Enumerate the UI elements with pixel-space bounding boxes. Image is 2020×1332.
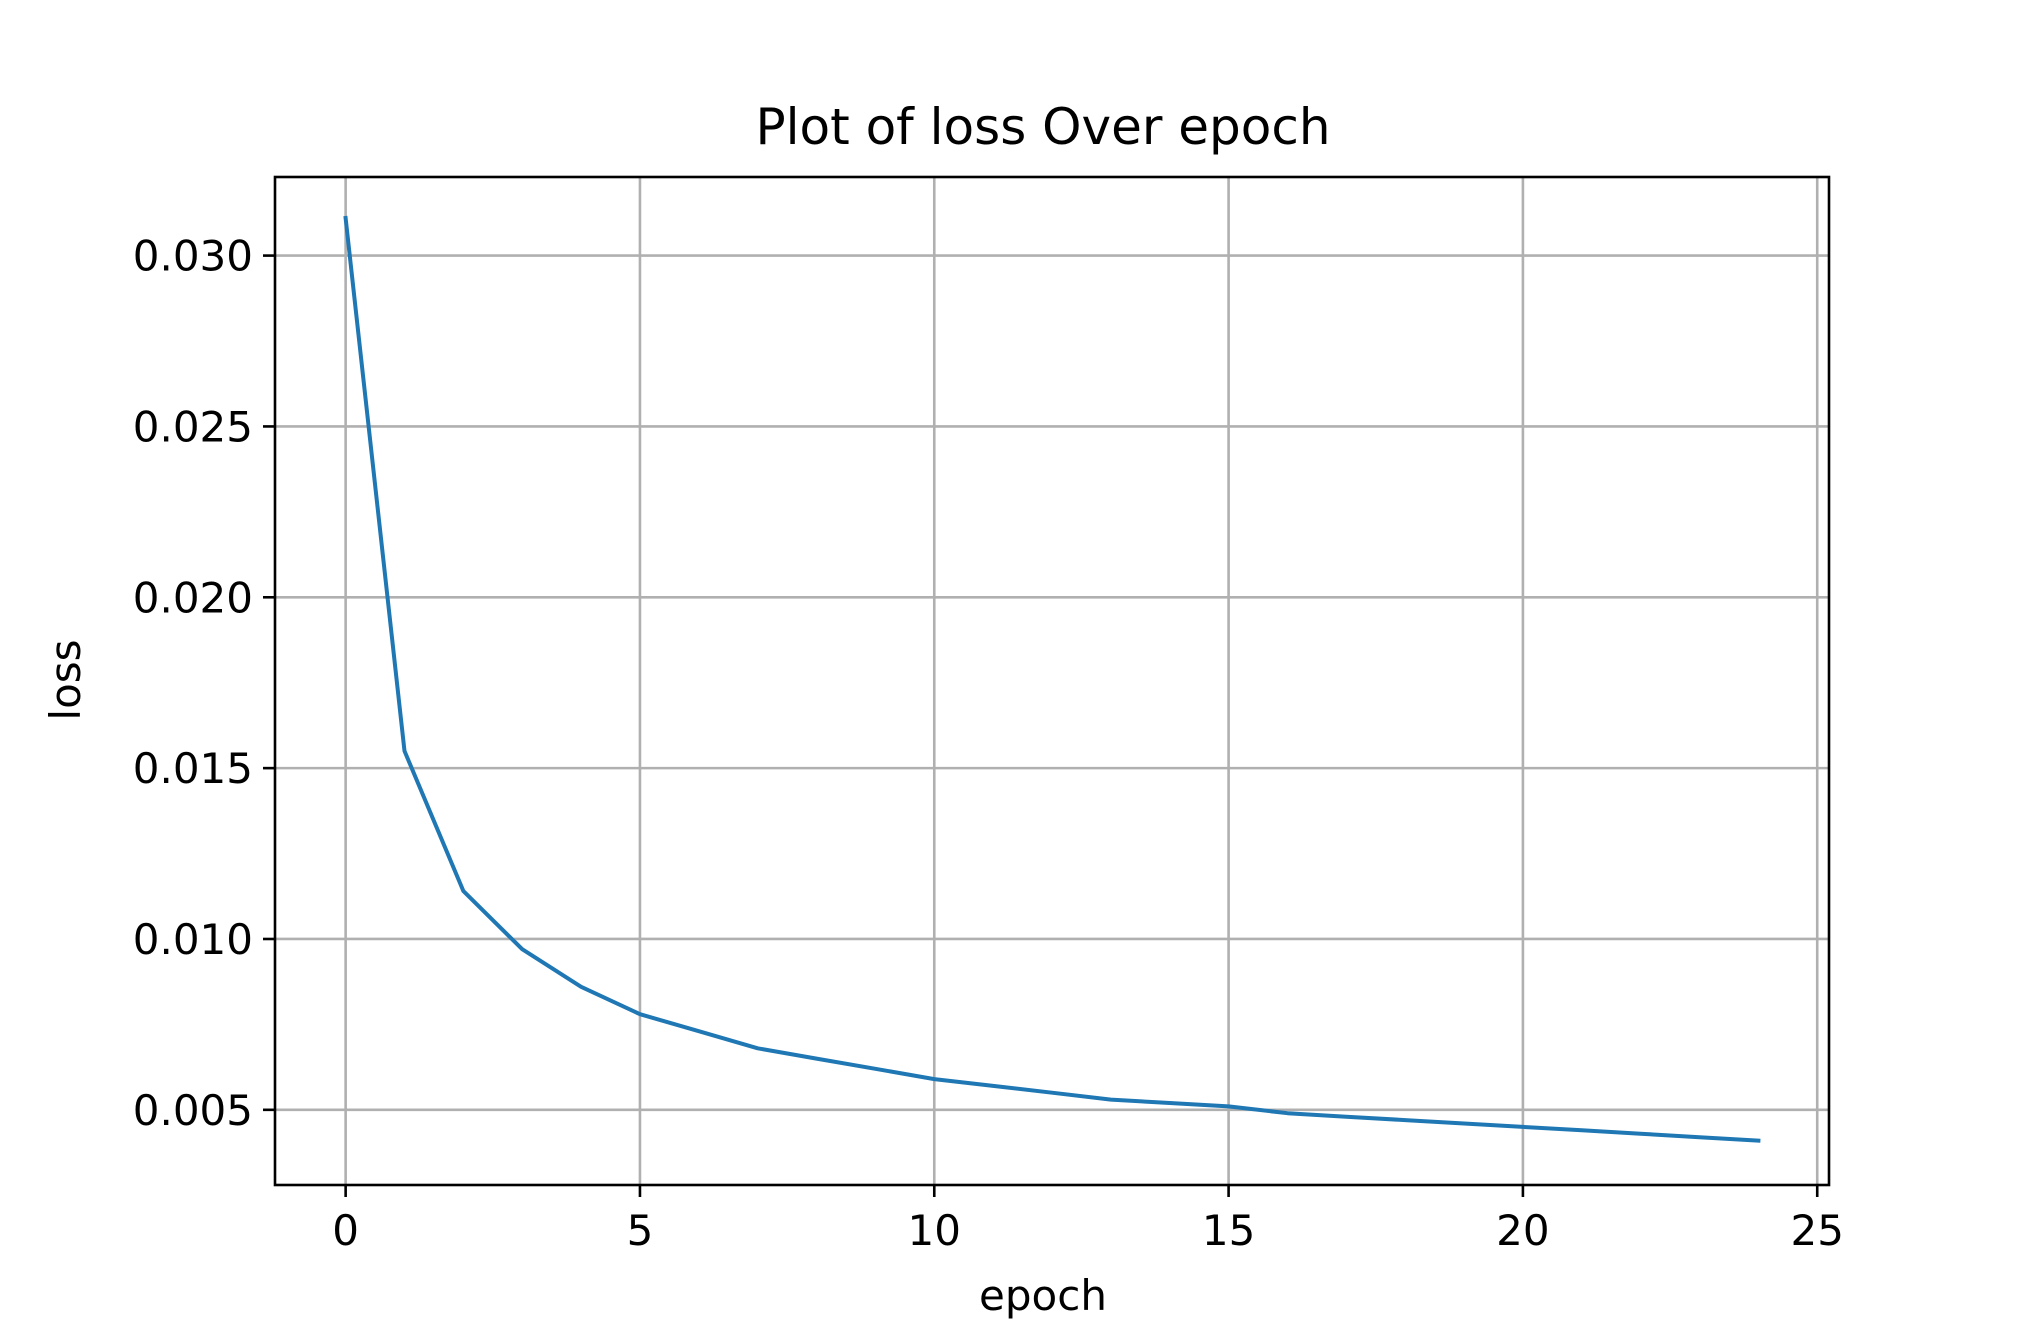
- series-layer: [343, 215, 1761, 1143]
- y-tick-label: 0.015: [133, 744, 253, 793]
- x-tick-label: 20: [1496, 1206, 1549, 1255]
- y-tick-label: 0.020: [133, 573, 253, 622]
- x-tick-label: 0: [332, 1206, 359, 1255]
- x-tick-label: 25: [1791, 1206, 1844, 1255]
- x-tick-label: 10: [908, 1206, 961, 1255]
- plot-frame: [273, 175, 1831, 1187]
- y-tick-label: 0.010: [133, 915, 253, 964]
- chart-title: Plot of loss Over epoch: [755, 98, 1330, 156]
- series-line: [343, 215, 1761, 1143]
- y-tick-label: 0.005: [133, 1086, 253, 1135]
- ticks: 0 5 10 15 20 25 0.005 0.010 0.015 0.020 0.025 0.030: [133, 232, 1844, 1255]
- x-tick-label: 15: [1202, 1206, 1255, 1255]
- y-tick-label: 0.025: [133, 402, 253, 451]
- y-axis-label: loss: [41, 639, 90, 720]
- x-axis-label: epoch: [979, 1271, 1107, 1320]
- y-tick-label: 0.030: [133, 232, 253, 281]
- x-tick-label: 5: [627, 1206, 654, 1255]
- grid: [275, 177, 1829, 1185]
